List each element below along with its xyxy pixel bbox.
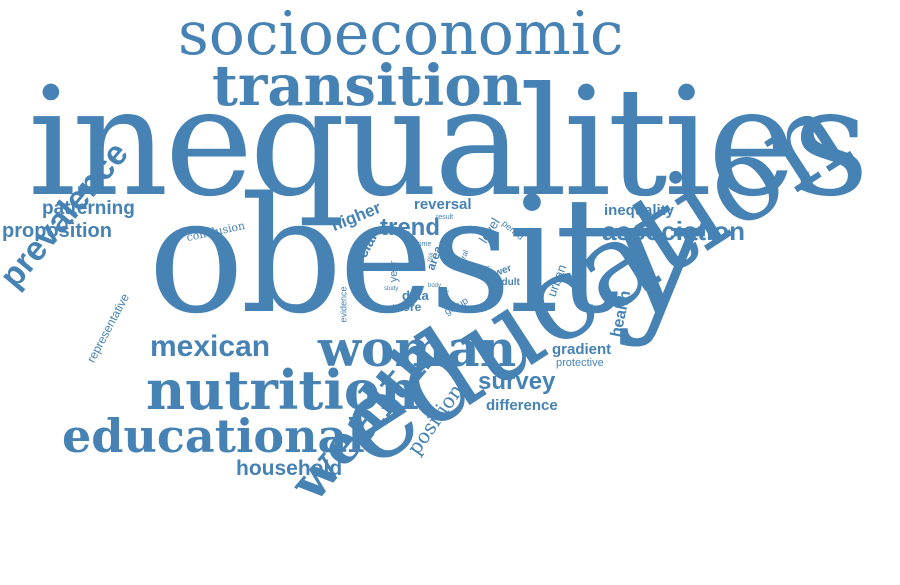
word-obesity: obesity bbox=[148, 162, 705, 349]
word-time: time bbox=[418, 241, 432, 248]
word-patterning: patterning bbox=[42, 198, 135, 219]
word-factor: factor bbox=[472, 265, 490, 272]
word-survey: survey bbox=[478, 368, 556, 395]
word-data: data bbox=[402, 288, 429, 303]
word-socioeconomic: socioeconomic bbox=[178, 0, 624, 69]
word-educational: educational bbox=[62, 409, 365, 463]
word-transition: transition bbox=[212, 53, 523, 119]
word-body: body bbox=[428, 283, 442, 289]
word-household: household bbox=[236, 457, 343, 480]
word-gradient: gradient bbox=[552, 341, 612, 358]
word-size: size bbox=[440, 289, 449, 295]
word-reversal: reversal bbox=[414, 196, 472, 213]
word-inequalities: inequalities bbox=[28, 56, 869, 230]
word-association: association bbox=[602, 216, 746, 246]
word-evidence: evidence bbox=[338, 286, 349, 323]
word-protective: protective bbox=[556, 357, 604, 369]
word-inequality: inequality bbox=[604, 202, 675, 219]
word-nutrition: nutrition bbox=[146, 358, 420, 422]
word-woman: woman bbox=[318, 319, 517, 378]
word-proposition: proposition bbox=[2, 220, 112, 242]
word-more: more bbox=[392, 300, 422, 314]
word-study: study bbox=[384, 286, 399, 292]
word-representative: representative bbox=[83, 291, 133, 365]
word-result: result bbox=[436, 214, 454, 221]
word-adult: adult bbox=[496, 277, 520, 288]
word-trend: trend bbox=[380, 214, 440, 241]
word-mexican: mexican bbox=[150, 330, 271, 363]
word-year: year bbox=[388, 260, 401, 283]
word-difference: difference bbox=[486, 397, 558, 414]
